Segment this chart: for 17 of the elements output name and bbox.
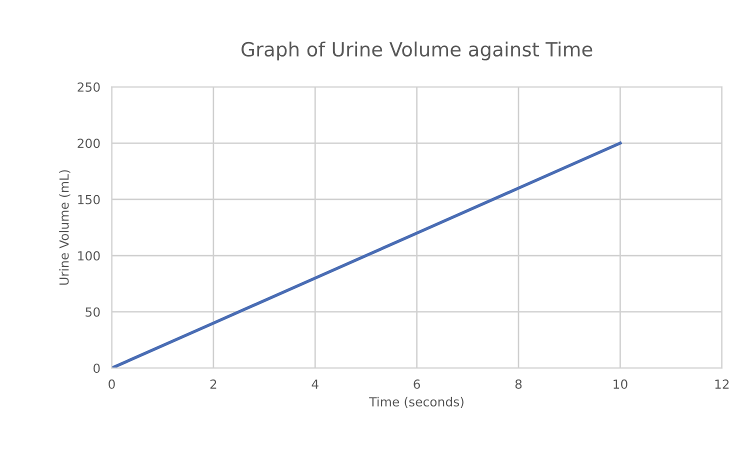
y-axis-title: Urine Volume (mL) bbox=[59, 170, 70, 285]
x-tick-label: 10 bbox=[614, 379, 628, 389]
y-tick-label: 200 bbox=[78, 138, 100, 148]
x-axis-title: Time (seconds) bbox=[369, 396, 464, 408]
line-series bbox=[112, 142, 622, 368]
x-tick-label: 0 bbox=[108, 379, 115, 389]
x-tick-label: 12 bbox=[715, 379, 729, 389]
x-tick-label: 4 bbox=[312, 380, 318, 389]
y-tick-label: 150 bbox=[78, 194, 100, 204]
chart-title: Graph of Urine Volume against Time bbox=[242, 42, 592, 60]
y-tick-label: 0 bbox=[94, 364, 100, 374]
y-tick-label: 50 bbox=[86, 307, 100, 317]
y-tick-label: 100 bbox=[78, 251, 100, 261]
y-tick-label: 250 bbox=[78, 82, 100, 92]
x-tick-label: 8 bbox=[515, 379, 522, 389]
x-tick-label: 6 bbox=[414, 379, 420, 389]
x-tick-label: 2 bbox=[210, 379, 216, 389]
